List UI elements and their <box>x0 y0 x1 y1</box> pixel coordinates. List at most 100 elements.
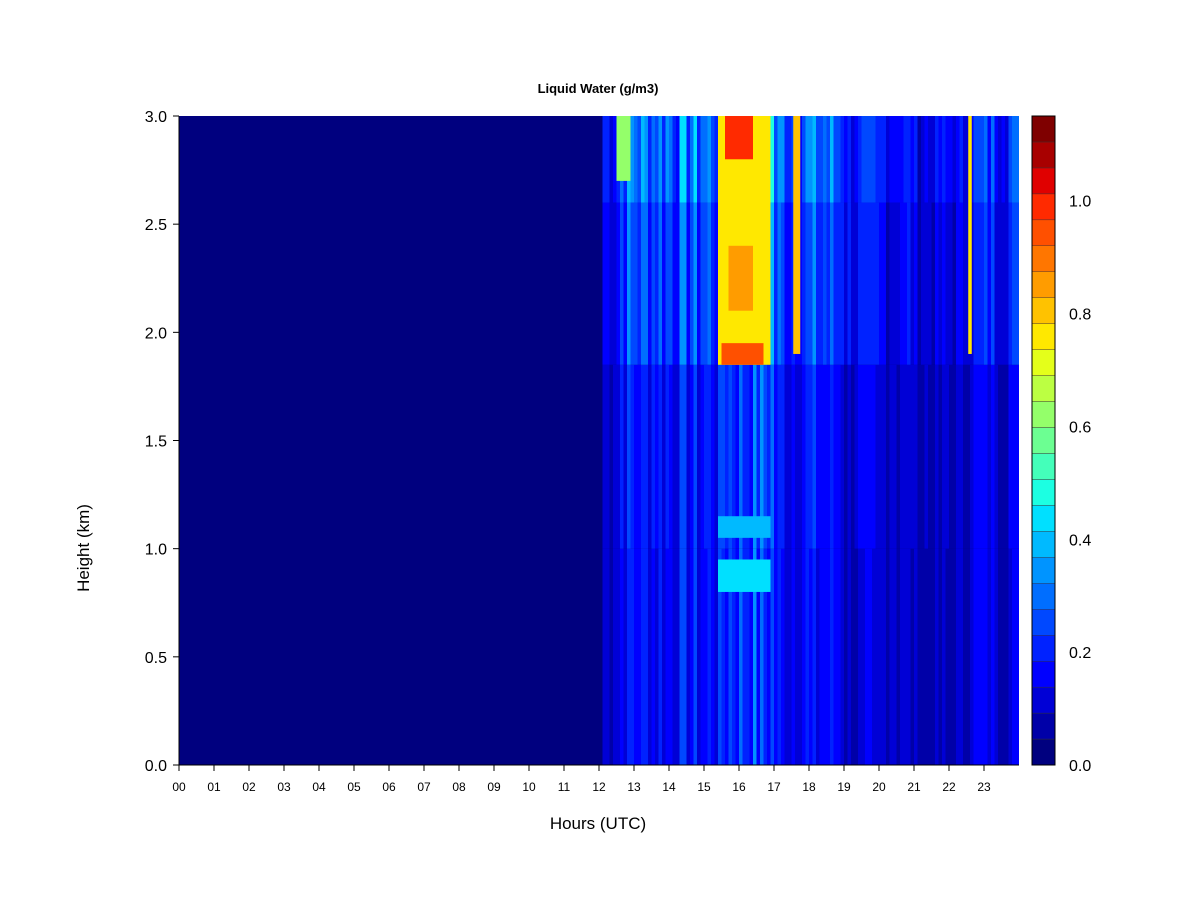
heat-cell <box>991 548 995 765</box>
heat-cell <box>690 116 694 203</box>
heat-cell <box>658 364 662 549</box>
heat-cell <box>693 548 697 765</box>
heat-cell <box>669 364 673 549</box>
heat-cell <box>879 116 883 203</box>
heat-cell <box>749 364 753 549</box>
heat-cell <box>742 364 746 549</box>
colorbar-cell <box>1031 427 1056 454</box>
heat-cell <box>630 364 634 549</box>
y-axis: 0.0 0.5 1.0 1.5 2.0 2.5 3.0 <box>145 109 180 775</box>
heat-cell <box>952 202 956 365</box>
heat-cell <box>917 116 921 203</box>
heat-cell <box>791 548 795 765</box>
heat-cell <box>1005 364 1009 549</box>
heat-cell <box>889 548 893 765</box>
y-tick-label: 1.5 <box>145 434 167 451</box>
heat-cell <box>651 548 655 765</box>
heat-cell <box>816 116 820 203</box>
heat-cell <box>735 364 739 549</box>
heat-cell <box>693 364 697 549</box>
heat-feature <box>616 116 631 181</box>
heat-cell <box>959 202 963 365</box>
heat-cell <box>956 202 960 365</box>
heat-cell <box>998 202 1002 365</box>
y-tick-label: 2.5 <box>145 217 167 234</box>
heat-cell <box>917 364 921 549</box>
heat-cell <box>644 364 648 549</box>
heat-cell <box>963 202 967 365</box>
colorbar-cell <box>1031 349 1056 376</box>
heat-cell <box>826 548 830 765</box>
colorbar-cell <box>1031 375 1056 402</box>
heat-cell <box>900 116 904 203</box>
x-tick-label: 09 <box>487 780 501 794</box>
heat-cell <box>805 364 809 549</box>
heat-cell <box>931 116 935 203</box>
heat-cell <box>756 548 760 765</box>
heat-cell <box>956 364 960 549</box>
heat-cell <box>679 202 683 365</box>
heat-cell <box>777 116 781 203</box>
heat-cell <box>1005 202 1009 365</box>
heat-cell <box>809 548 813 765</box>
heat-cell <box>956 116 960 203</box>
heat-cell <box>879 202 883 365</box>
heat-cell <box>788 202 792 365</box>
colorbar-cell <box>1031 245 1056 272</box>
x-tick-label: 11 <box>558 780 571 794</box>
heat-cell <box>686 202 690 365</box>
heat-cell <box>623 202 627 365</box>
heat-cell <box>725 548 729 765</box>
heat-cell <box>630 202 634 365</box>
heat-cell <box>952 116 956 203</box>
x-tick-label: 08 <box>452 780 466 794</box>
heat-cell <box>865 548 869 765</box>
y-tick-label: 0.5 <box>145 650 167 667</box>
heat-cell <box>609 202 613 365</box>
heat-cell <box>991 364 995 549</box>
heat-cell <box>641 548 645 765</box>
heat-cell <box>805 116 809 203</box>
heat-cell <box>854 116 858 203</box>
heat-cell <box>921 364 925 549</box>
colorbar-cell <box>1031 712 1056 740</box>
heat-cell <box>977 116 981 203</box>
heat-cell <box>868 116 872 203</box>
heat-cell <box>1015 548 1019 765</box>
heat-cell <box>970 548 974 765</box>
heat-cell <box>1015 202 1019 365</box>
heat-cell <box>714 364 718 549</box>
heat-cell <box>921 116 925 203</box>
heat-cell <box>788 116 792 203</box>
x-tick-label: 05 <box>347 780 361 794</box>
heat-cell <box>784 364 788 549</box>
heat-cell <box>875 548 879 765</box>
heat-cell <box>1012 202 1016 365</box>
heat-cell <box>777 364 781 549</box>
heat-cell <box>637 202 641 365</box>
heat-cell <box>602 364 606 549</box>
heat-cell <box>875 116 879 203</box>
heat-cell <box>693 202 697 365</box>
heat-cell <box>994 116 998 203</box>
heat-cell <box>697 116 701 203</box>
heat-cell <box>609 116 613 203</box>
heat-cell <box>679 116 683 203</box>
heat-cell <box>644 202 648 365</box>
heat-cell <box>893 364 897 549</box>
heat-cell <box>693 116 697 203</box>
heat-cell <box>823 548 827 765</box>
y-tick-label: 0.0 <box>145 758 167 775</box>
x-tick-label: 12 <box>592 780 606 794</box>
heat-cell <box>994 202 998 365</box>
heat-cell <box>746 548 750 765</box>
heat-cell <box>879 548 883 765</box>
heat-cell <box>616 364 620 549</box>
heat-cell <box>924 364 928 549</box>
heat-cell <box>819 116 823 203</box>
colorbar-cell <box>1031 609 1056 636</box>
heat-cell <box>896 116 900 203</box>
heat-cell <box>812 548 816 765</box>
heat-cell <box>889 202 893 365</box>
heat-cell <box>686 116 690 203</box>
